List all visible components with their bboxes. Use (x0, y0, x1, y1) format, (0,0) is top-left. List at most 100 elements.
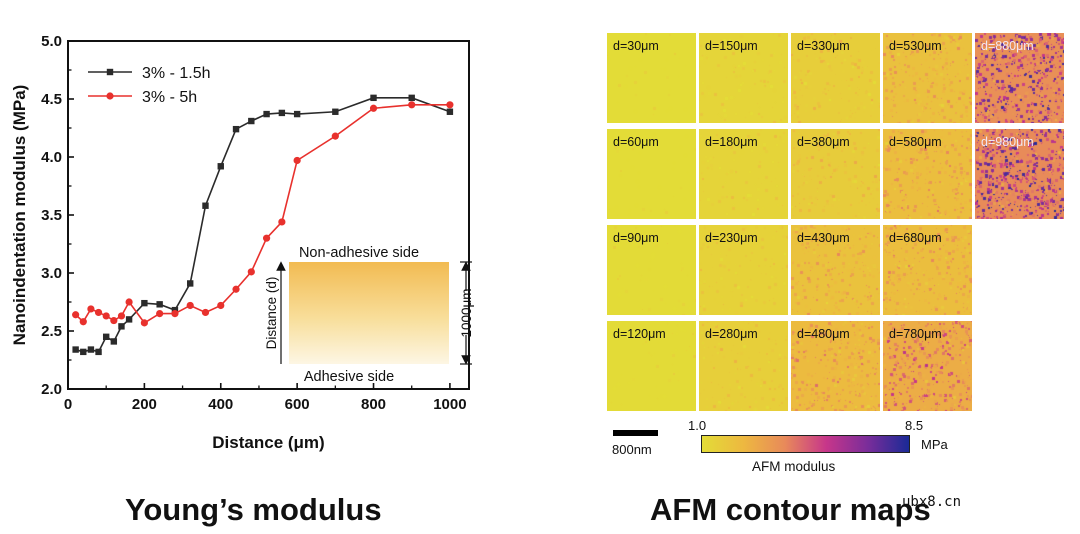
y-axis-label: Nanoindentation modulus (MPa) (10, 85, 29, 346)
afm-tile: d=180μm (699, 129, 788, 219)
data-point (217, 163, 224, 170)
colorbar-unit: MPa (921, 437, 948, 452)
x-tick-label: 400 (208, 396, 233, 413)
data-point (171, 310, 179, 318)
afm-tile: d=530μm (883, 33, 972, 123)
data-point (87, 346, 95, 353)
data-point (293, 110, 301, 118)
colorbar-max-label: 8.5 (905, 418, 924, 433)
data-point (278, 218, 286, 226)
data-point (125, 298, 133, 306)
data-point (79, 318, 87, 326)
afm-texture (607, 321, 696, 411)
afm-tile-label: d=380μm (797, 135, 850, 149)
afm-tile: d=680μm (883, 225, 972, 315)
afm-tile: d=430μm (791, 225, 880, 315)
scale-bar-label: 800nm (612, 442, 652, 457)
data-point (102, 312, 110, 320)
data-point (232, 285, 240, 293)
data-point (110, 316, 118, 325)
inset-top-label: Non-adhesive side (299, 245, 419, 261)
afm-tile: d=60μm (607, 129, 696, 219)
data-point (331, 132, 339, 140)
afm-tile: d=30μm (607, 33, 696, 123)
y-tick-label: 3.0 (41, 265, 62, 282)
afm-tile: d=980μm (975, 129, 1064, 219)
afm-texture (791, 129, 880, 219)
data-point (232, 125, 240, 133)
inset-bottom-label: Adhesive side (304, 369, 394, 385)
afm-tile-label: d=150μm (705, 39, 758, 53)
afm-tile-label: d=60μm (613, 135, 659, 149)
data-point (408, 101, 416, 109)
data-point (95, 348, 102, 356)
series-0 (72, 94, 454, 356)
afm-tile: d=480μm (791, 321, 880, 411)
data-point (446, 101, 454, 109)
legend-marker (106, 68, 114, 76)
data-point (117, 312, 126, 320)
afm-colorbar (701, 435, 910, 453)
y-tick-label: 2.5 (41, 323, 62, 340)
inset-thickness-label: 1000μm (459, 288, 474, 337)
inset-gradient-block (289, 262, 449, 364)
scale-bar (613, 430, 658, 436)
afm-tile-label: d=880μm (981, 39, 1034, 53)
data-point (293, 156, 301, 165)
data-point (201, 308, 210, 317)
series-1 (72, 101, 454, 327)
data-point (263, 110, 270, 118)
afm-texture (699, 33, 788, 123)
afm-tile-label: d=120μm (613, 327, 666, 341)
y-tick-label: 3.5 (41, 207, 62, 224)
inset-axis-label: Distance (d) (264, 277, 279, 350)
afm-texture (883, 225, 972, 315)
afm-tile: d=780μm (883, 321, 972, 411)
colorbar-min-label: 1.0 (688, 418, 707, 433)
x-tick-label: 200 (132, 396, 157, 413)
y-tick-label: 5.0 (41, 33, 62, 50)
afm-tile-label: d=480μm (797, 327, 850, 341)
afm-texture (607, 129, 696, 219)
legend-label: 3% - 1.5h (142, 65, 210, 82)
afm-texture (975, 129, 1064, 219)
x-tick-label: 800 (361, 396, 386, 413)
afm-tile: d=230μm (699, 225, 788, 315)
afm-tile-label: d=980μm (981, 135, 1034, 149)
afm-tile-label: d=280μm (705, 327, 758, 341)
afm-texture (883, 129, 972, 219)
afm-tile-label: d=530μm (889, 39, 942, 53)
y-tick-label: 2.0 (41, 381, 62, 398)
afm-tile: d=580μm (883, 129, 972, 219)
data-point (408, 94, 415, 102)
afm-tile: d=120μm (607, 321, 696, 411)
data-point (72, 346, 79, 353)
data-point (187, 280, 194, 287)
colorbar-label: AFM modulus (752, 459, 836, 474)
data-point (110, 338, 118, 345)
x-tick-label: 600 (285, 396, 310, 413)
data-point (102, 333, 110, 340)
x-tick-label: 1000 (433, 396, 466, 413)
data-point (332, 108, 339, 115)
afm-tile-label: d=90μm (613, 231, 659, 245)
data-point (446, 108, 454, 115)
data-point (262, 234, 271, 242)
afm-texture (607, 225, 696, 315)
y-tick-label: 4.0 (41, 149, 62, 166)
x-tick-label: 0 (64, 396, 72, 413)
data-point (369, 104, 378, 112)
legend-marker (106, 92, 114, 100)
afm-tile-label: d=430μm (797, 231, 850, 245)
afm-tile-label: d=680μm (889, 231, 942, 245)
data-point (87, 305, 95, 313)
data-point (186, 301, 194, 310)
modulus-line-chart: 0 200 400 600 800 1000 2.0 2.5 3.0 3.5 4.0 4.5 5.0 Di… (10, 33, 474, 452)
afm-texture (699, 321, 788, 411)
afm-tile: d=150μm (699, 33, 788, 123)
left-panel-title: Young’s modulus (125, 492, 382, 527)
afm-tile: d=90μm (607, 225, 696, 315)
data-point (217, 301, 225, 310)
data-point (278, 109, 286, 117)
afm-texture (791, 321, 880, 411)
